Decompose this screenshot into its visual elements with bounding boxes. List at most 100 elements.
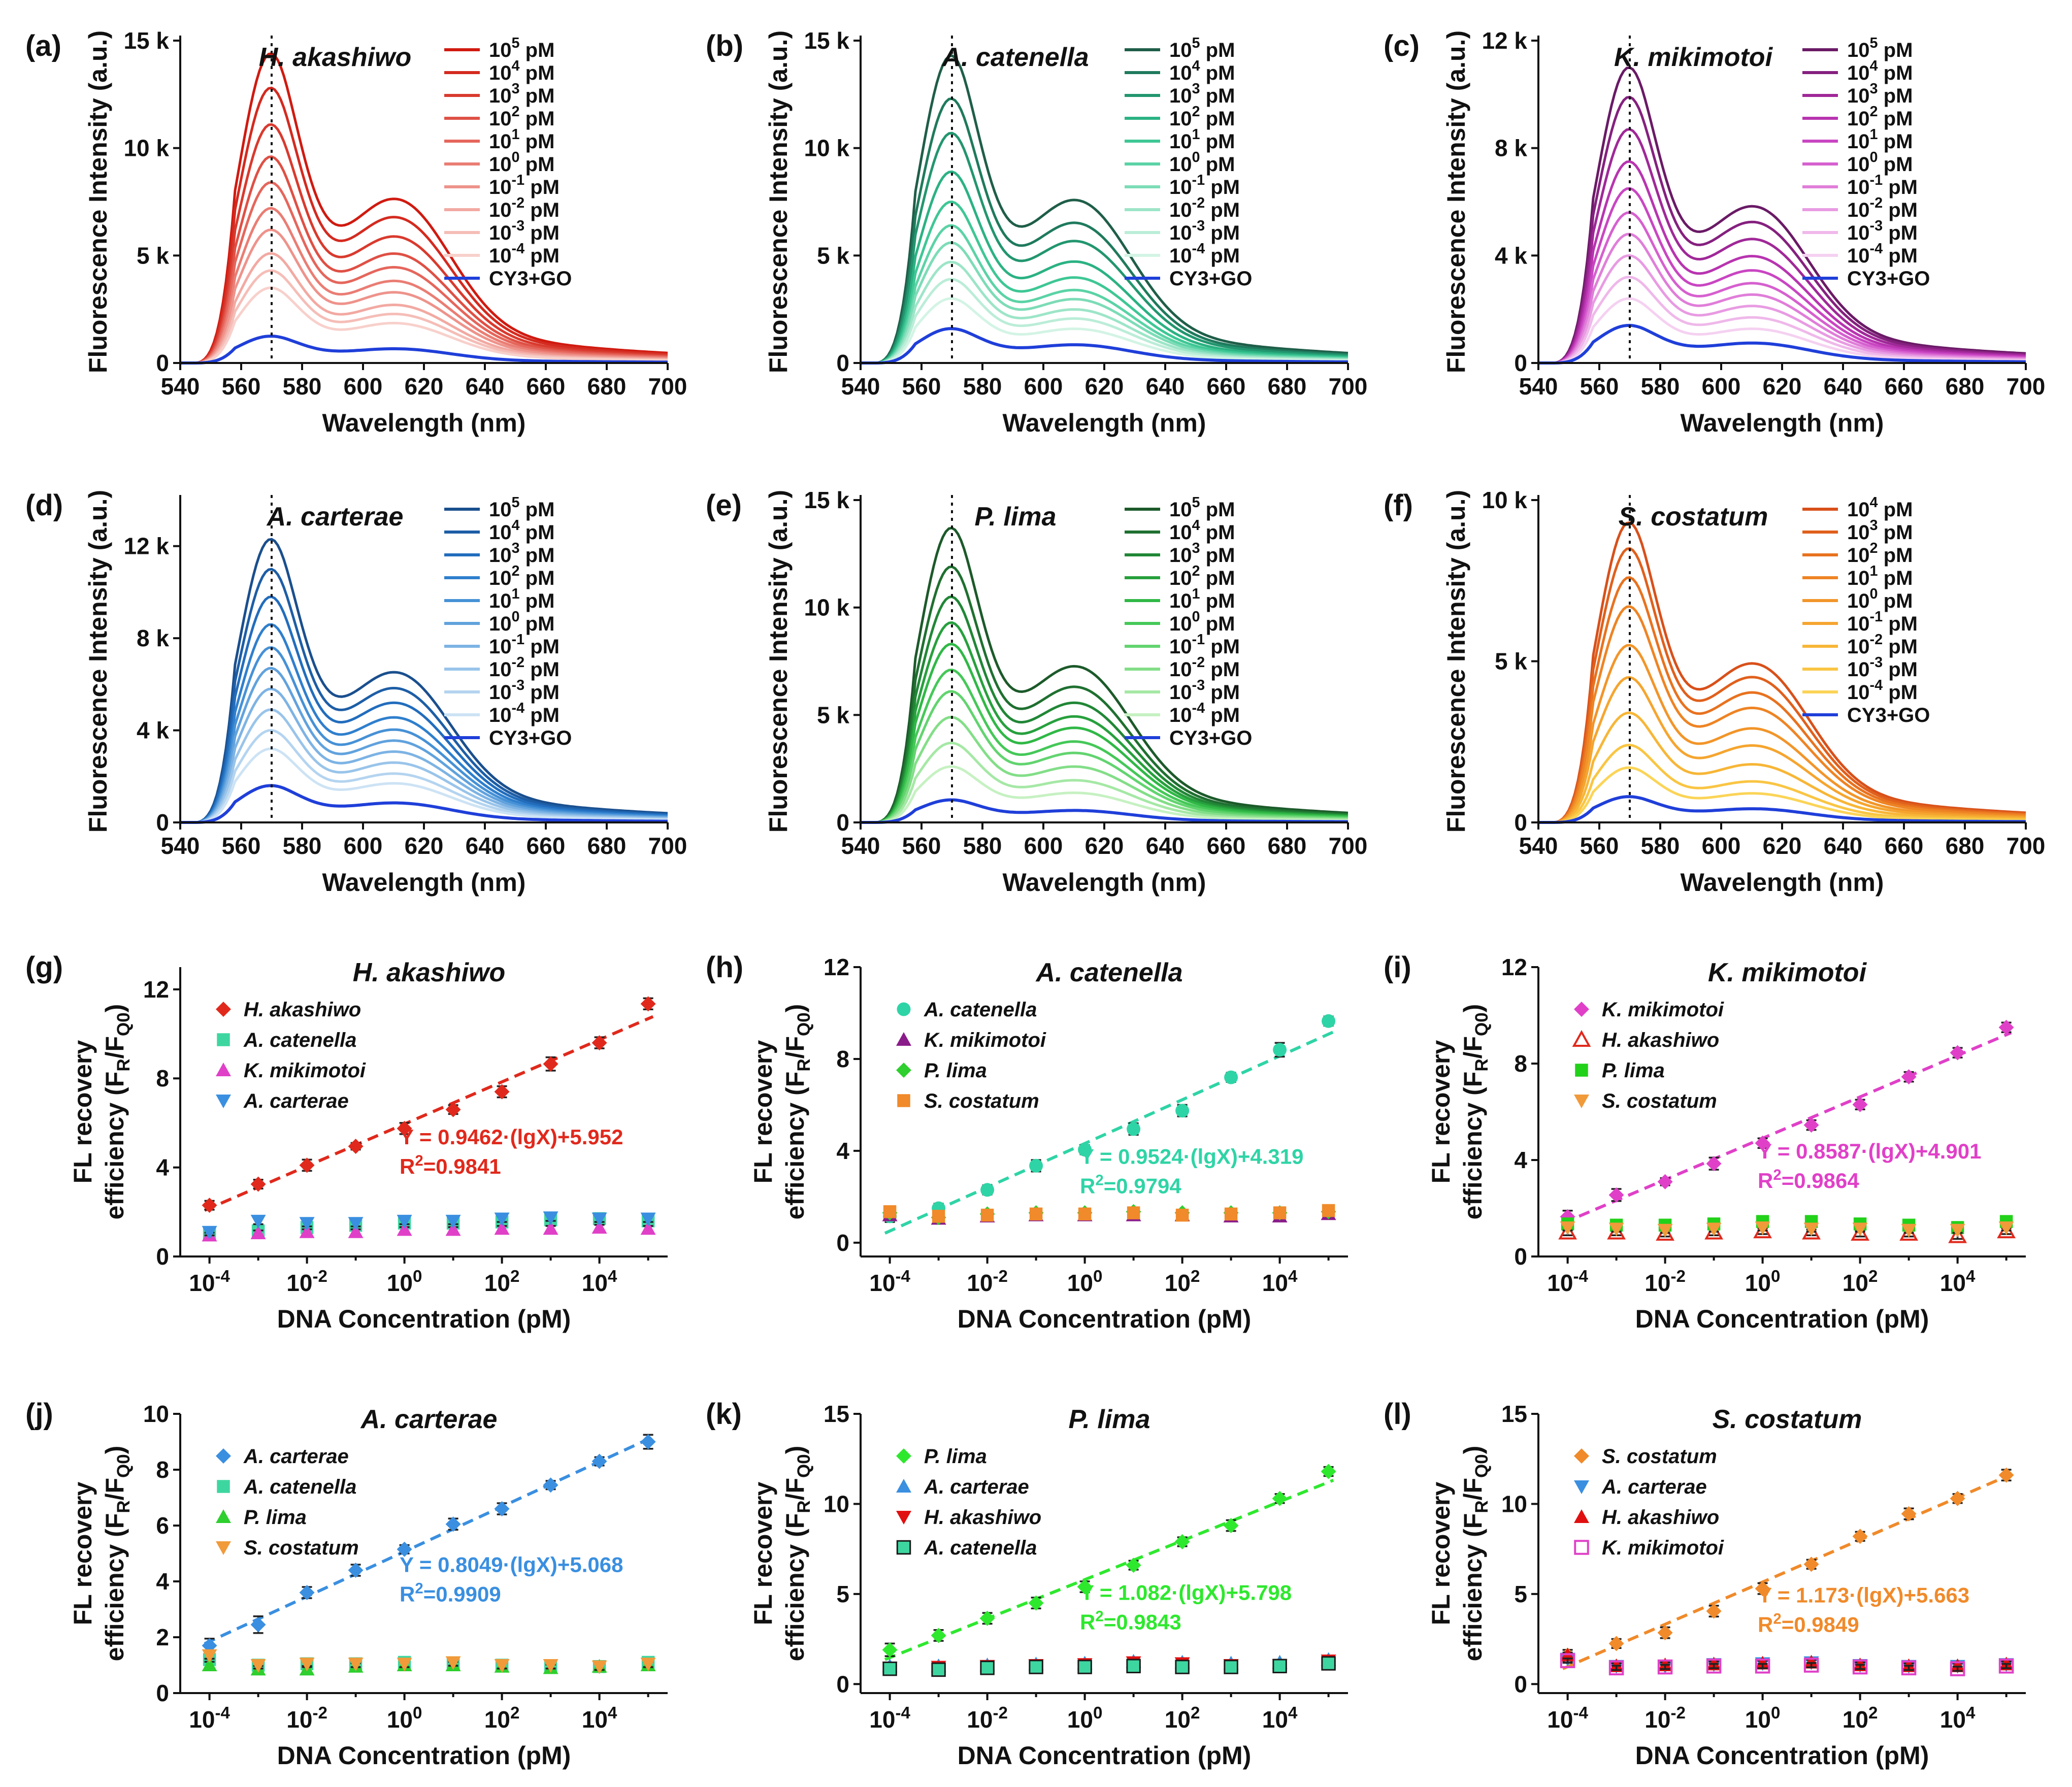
data-point	[896, 1479, 911, 1493]
series-line-4	[1538, 644, 2026, 824]
x-tick-label: 700	[1329, 373, 1368, 400]
x-tick-label: 560	[222, 833, 261, 859]
data-point	[299, 1217, 315, 1231]
data-point	[1608, 1660, 1624, 1676]
legend-label: S. costatum	[1602, 1090, 1717, 1112]
panel-letter: (i)	[1384, 951, 1411, 984]
legend-label: A. carterae	[243, 1445, 349, 1468]
data-point	[896, 1063, 911, 1078]
data-point	[543, 1221, 558, 1235]
x-tick-label: 100	[1067, 1704, 1103, 1733]
data-point	[980, 1183, 995, 1197]
r-squared: R2=0.9849	[1758, 1610, 1859, 1636]
x-tick-label: 540	[1519, 373, 1558, 400]
data-point	[202, 1658, 217, 1671]
species-title: P. lima	[1069, 1405, 1150, 1434]
data-point	[1998, 1467, 2014, 1483]
y-tick-label: 0	[1514, 1243, 1527, 1270]
legend-label: 105 pM	[1169, 35, 1235, 61]
x-tick-label: 104	[1940, 1267, 1976, 1296]
x-tick-label: 660	[527, 373, 566, 400]
x-tick-label: 104	[1262, 1267, 1298, 1296]
data-point	[299, 1224, 315, 1238]
series-line-1	[1538, 547, 2026, 824]
data-point	[640, 1658, 656, 1672]
x-axis-title: Wavelength (nm)	[1003, 409, 1206, 437]
legend-label: 10-4 pM	[1169, 241, 1240, 267]
y-axis-title: Fluorescence Intensity (a.u.)	[1442, 490, 1470, 833]
data-point	[1028, 1595, 1044, 1611]
data-point	[1175, 1104, 1190, 1118]
x-tick-label: 640	[466, 373, 505, 400]
data-point	[1755, 1581, 1770, 1597]
legend-label: S. costatum	[244, 1537, 359, 1559]
y-tick-label: 10 k	[1482, 487, 1527, 513]
spectrum-panel-3: 540 560 580 600 620 640 660 680 700 0 4 k 8 k 12 k Wa…	[25, 489, 687, 897]
series-line-7	[180, 252, 668, 365]
legend-label: 10-4 pM	[1847, 677, 1918, 704]
legend-label: CY3+GO	[1169, 727, 1252, 749]
series-3	[1560, 1653, 2014, 1676]
series-3	[202, 1649, 656, 1674]
y-tick-label: 0	[1514, 1671, 1527, 1697]
legend-label: 101 pM	[1847, 126, 1913, 153]
x-tick-label: 600	[344, 373, 383, 400]
x-tick-label: 580	[1641, 373, 1680, 400]
x-tick-label: 104	[582, 1704, 617, 1733]
legend-label: 10-3 pM	[1847, 654, 1918, 681]
y-tick-label: 10 k	[804, 135, 849, 161]
data-point	[397, 1222, 412, 1236]
y-tick-label: 4 k	[137, 717, 169, 744]
y-tick-label: 15 k	[123, 27, 169, 54]
data-point	[397, 1541, 412, 1557]
data-point	[1657, 1223, 1673, 1238]
legend-label: A. carterae	[1601, 1476, 1707, 1498]
y-tick-label: 5 k	[817, 702, 849, 728]
series-1	[882, 1652, 1336, 1672]
data-point	[202, 1198, 217, 1213]
x-tick-label: 660	[1885, 833, 1924, 859]
series-line-6	[861, 690, 1349, 824]
legend-label: H. akashiwo	[1602, 1029, 1719, 1051]
legend-label: 103 pM	[1847, 517, 1913, 544]
data-point	[494, 1221, 510, 1235]
data-point	[1174, 1534, 1190, 1549]
panel-letter: (h)	[706, 951, 743, 984]
series-line-5	[1538, 676, 2026, 824]
fit-line	[884, 1031, 1334, 1235]
x-tick-label: 700	[648, 833, 687, 859]
y-axis-title: Fluorescence Intensity (a.u.)	[1442, 30, 1470, 373]
x-axis-title: DNA Concentration (pM)	[1635, 1741, 1929, 1770]
x-tick-label: 560	[222, 373, 261, 400]
data-point	[1706, 1222, 1722, 1237]
x-tick-label: 640	[1824, 833, 1863, 859]
legend-label: 10-1 pM	[489, 632, 560, 658]
x-tick-label: 560	[902, 833, 941, 859]
legend-label: 102 pM	[489, 563, 554, 589]
data-point	[1224, 1070, 1238, 1084]
data-point	[216, 1002, 231, 1017]
data-point	[1078, 1207, 1092, 1221]
y-tick-label: 4	[156, 1154, 169, 1181]
legend-label: K. mikimotoi	[1602, 1537, 1724, 1559]
x-tick-label: 10-2	[286, 1267, 327, 1296]
y-tick-label: 5 k	[817, 242, 849, 269]
data-point	[1126, 1558, 1141, 1573]
series-3	[882, 1656, 1336, 1677]
x-tick-label: 680	[587, 373, 627, 400]
legend-label: 101 pM	[489, 126, 554, 153]
legend-label: 105 pM	[489, 494, 554, 521]
x-tick-label: 104	[1940, 1704, 1976, 1733]
x-tick-label: 620	[1085, 373, 1124, 400]
data-point	[1901, 1506, 1917, 1521]
data-point	[640, 996, 656, 1012]
data-point	[445, 1214, 461, 1229]
spectrum-panel-0: 540 560 580 600 620 640 660 680 700 0 5 k 10 k 15 k W…	[25, 27, 687, 437]
data-point	[1852, 1659, 1868, 1675]
series-0	[202, 996, 656, 1213]
species-title: A. carterae	[360, 1405, 498, 1434]
data-point	[543, 1659, 558, 1673]
x-tick-label: 100	[387, 1704, 422, 1733]
fit-line	[1562, 1031, 2012, 1225]
y-axis-title-line1: FL recovery	[69, 1482, 97, 1626]
